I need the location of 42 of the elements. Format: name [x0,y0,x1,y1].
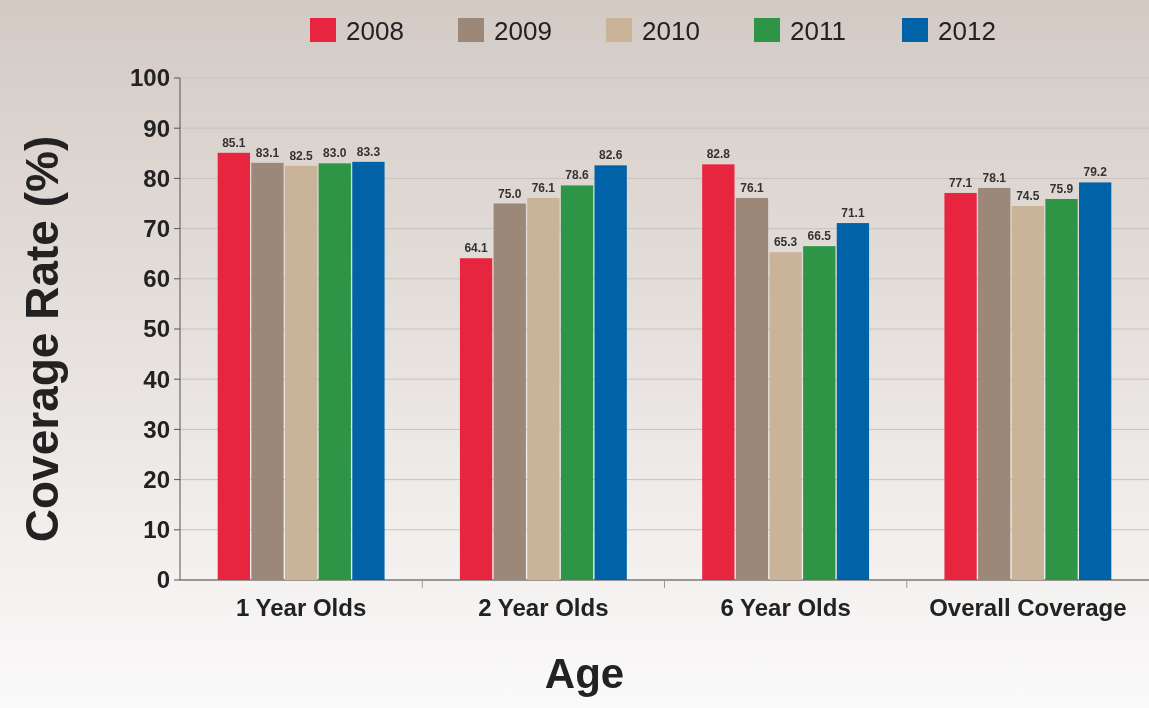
y-tick-label: 0 [156,566,170,594]
legend-label: 2009 [494,16,552,46]
data-label: 85.1 [222,135,246,150]
data-label: 83.1 [255,145,280,160]
data-label: 74.5 [1016,189,1040,204]
data-label: 83.0 [323,146,347,161]
y-tick-label: 100 [129,64,170,92]
legend-label: 2011 [790,16,846,46]
x-tick-label: 2 Year Olds [478,594,609,621]
data-label: 75.9 [1049,181,1074,196]
data-label: 65.3 [773,235,798,250]
legend-label: 2010 [642,16,700,46]
y-tick-label: 60 [143,265,170,293]
data-label: 82.5 [289,148,314,163]
y-tick-label: 50 [143,315,170,343]
data-label: 76.1 [740,180,764,195]
x-tick-label: Overall Coverage [929,594,1127,621]
y-tick-label: 30 [143,415,170,443]
data-label: 82.6 [598,148,623,163]
data-label: 78.6 [565,168,590,183]
data-label: 66.5 [807,229,832,244]
x-tick-label: 6 Year Olds [720,594,851,621]
x-axis-title: Age [544,650,625,697]
y-tick-label: 20 [143,466,170,493]
y-tick-label: 90 [143,114,170,142]
data-label: 75.0 [498,186,522,201]
y-tick-label: 40 [143,365,170,393]
data-label: 71.1 [841,206,865,221]
data-label: 79.2 [1083,165,1108,180]
data-label: 76.1 [531,180,556,195]
data-label: 82.8 [706,147,731,162]
y-tick-label: 70 [143,215,170,242]
x-tick-label: 1 Year Olds [235,594,367,621]
data-label: 78.1 [982,170,1007,185]
legend-label: 2012 [938,16,996,46]
y-tick-label: 80 [143,164,170,192]
legend-label: 2008 [346,16,404,46]
y-tick-label: 10 [143,516,170,544]
y-axis-title: Coverage Rate (%) [16,135,68,543]
data-label: 77.1 [948,175,973,190]
data-label: 83.3 [356,144,381,159]
data-label: 64.1 [464,241,489,256]
